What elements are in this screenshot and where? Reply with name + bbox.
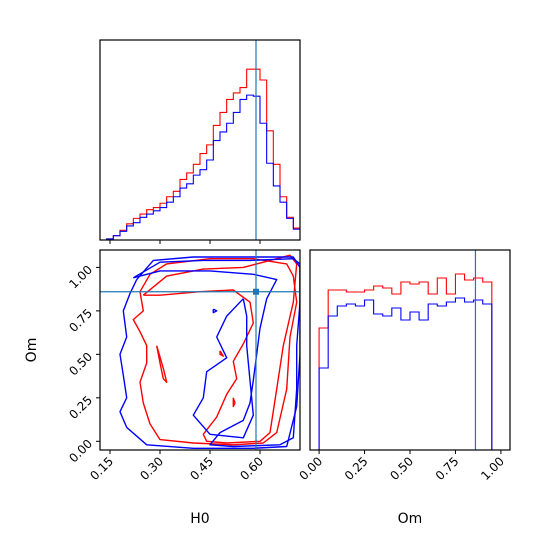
panel-hist-om: 0.00 0.25 0.50 0.75 1.00 Om — [296, 249, 511, 527]
contour-y-ticks: 0.00 0.25 0.50 0.75 1.00 — [66, 263, 100, 466]
contour-xtick-label-1: 0.15 — [87, 454, 116, 483]
contour-2-level-3 — [192, 298, 254, 439]
hist-h0-series-2 — [100, 94, 300, 241]
hist-h0-tick-marks — [109, 240, 261, 244]
contour-x-ticks: 0.15 0.30 0.45 0.60 — [87, 450, 266, 483]
contour-xtick-label-3: 0.45 — [187, 454, 216, 483]
panel-hist-h0 — [99, 39, 301, 244]
contour-ytick-label-4: 0.75 — [66, 306, 95, 335]
hist-h0-frame — [99, 39, 301, 241]
contour-frame — [99, 249, 301, 451]
panel-contour: 0.15 0.30 0.45 0.60 0.00 0.25 0.50 0.75 1.00 H0… — [24, 249, 301, 527]
hist-om-xtick-label-1: 0.00 — [296, 454, 325, 483]
contour-xtick-label-2: 0.30 — [137, 454, 166, 483]
hist-om-series-2 — [310, 297, 510, 451]
contour-2-level-2 — [119, 256, 300, 449]
hist-om-series-group — [310, 273, 510, 451]
hist-om-xtick-label-5: 1.00 — [478, 454, 507, 483]
contour-1-level-3 — [156, 345, 168, 383]
contour-1-level-1 — [142, 254, 298, 444]
contour-series-group — [119, 254, 300, 449]
contour-truth-lines — [100, 250, 300, 450]
contour-truth-marker — [253, 288, 259, 295]
contour-xtick-label-4: 0.60 — [237, 454, 266, 483]
contour-2-level-4 — [212, 308, 218, 314]
contour-1-level-5 — [232, 397, 236, 408]
hist-h0-series-1 — [100, 68, 300, 241]
hist-om-frame — [309, 249, 511, 451]
hist-om-series-1 — [310, 273, 510, 451]
contour-ytick-label-5: 1.00 — [66, 263, 95, 292]
contour-ytick-label-2: 0.25 — [66, 393, 95, 422]
contour-ytick-label-1: 0.00 — [66, 437, 95, 466]
hist-om-x-ticks: 0.00 0.25 0.50 0.75 1.00 — [296, 450, 507, 483]
y-axis-label-om: Om — [24, 338, 40, 363]
x-axis-label-om: Om — [398, 511, 423, 527]
hist-h0-series-group — [100, 68, 300, 241]
contour-ytick-label-3: 0.50 — [66, 350, 95, 379]
contour-1-level-4 — [219, 350, 224, 357]
hist-om-xtick-label-4: 0.75 — [433, 454, 462, 483]
x-axis-label-h0: H0 — [190, 511, 209, 527]
contour-1-level-2 — [132, 258, 298, 446]
hist-om-xtick-label-2: 0.25 — [342, 454, 371, 483]
hist-om-xtick-label-3: 0.50 — [387, 454, 416, 483]
